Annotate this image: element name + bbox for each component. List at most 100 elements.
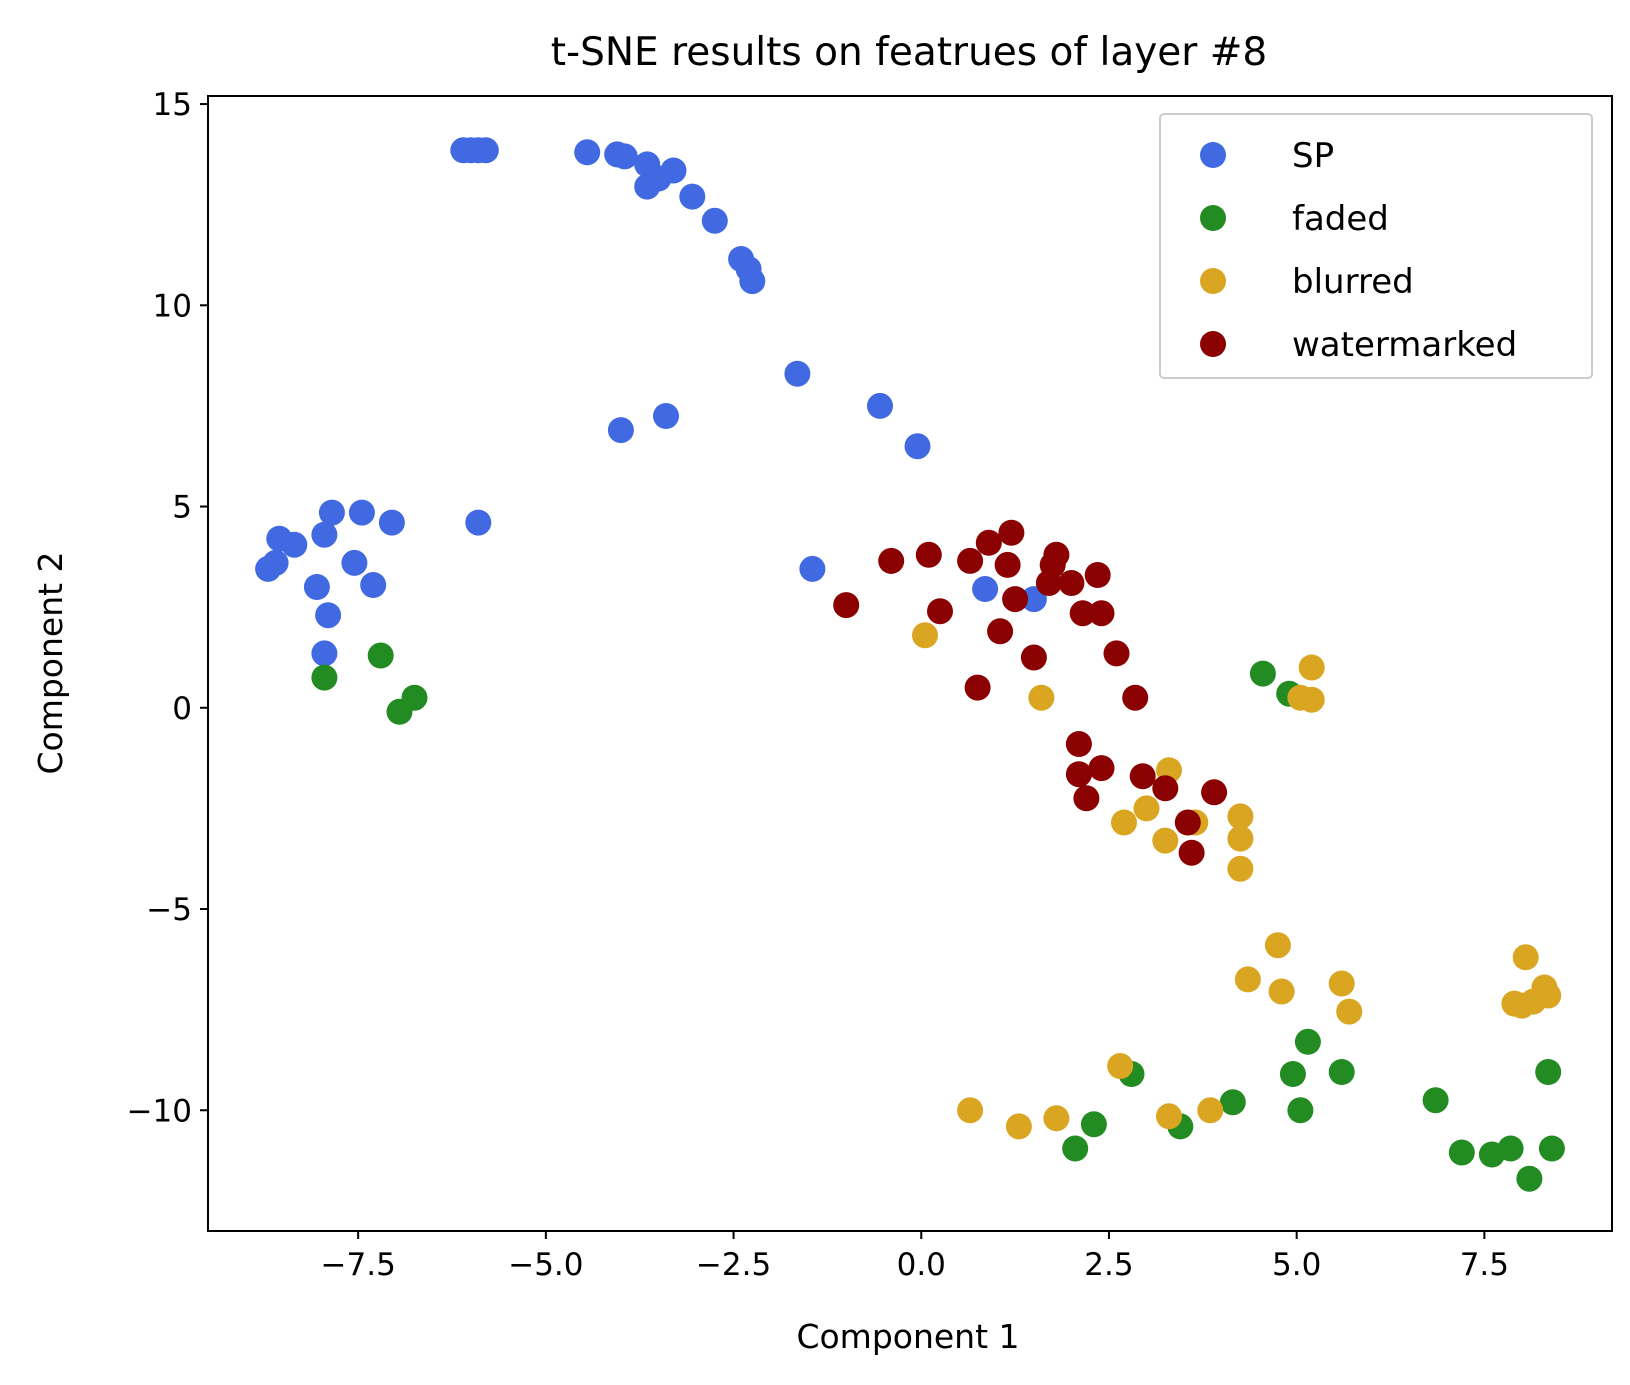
point-sp-34 bbox=[311, 640, 338, 667]
point-faded-8 bbox=[1080, 1111, 1107, 1138]
legend-label-blurred: blurred bbox=[1292, 262, 1414, 302]
legend-label-faded: faded bbox=[1292, 199, 1389, 239]
y-axis-title: Component 2 bbox=[31, 551, 70, 774]
point-sp-20 bbox=[653, 403, 679, 429]
point-blurred-8 bbox=[1111, 809, 1137, 836]
point-sp-32 bbox=[360, 572, 387, 598]
point-watermarked-25 bbox=[1129, 763, 1156, 790]
point-sp-6 bbox=[611, 143, 638, 170]
x-tick-label: 2.5 bbox=[1084, 1247, 1133, 1283]
y-tick-label: −5 bbox=[146, 892, 192, 928]
point-blurred-25 bbox=[957, 1097, 984, 1124]
legend-marker-sp bbox=[1200, 142, 1226, 168]
point-sp-27 bbox=[311, 521, 338, 548]
point-watermarked-26 bbox=[1152, 775, 1179, 802]
point-sp-26 bbox=[281, 531, 308, 558]
legend-label-watermarked: watermarked bbox=[1292, 325, 1517, 365]
point-faded-7 bbox=[1062, 1135, 1089, 1162]
point-sp-24 bbox=[318, 499, 345, 526]
point-blurred-1 bbox=[1028, 684, 1055, 711]
point-sp-30 bbox=[341, 549, 368, 576]
point-sp-12 bbox=[701, 207, 728, 234]
point-faded-15 bbox=[1422, 1087, 1449, 1114]
point-sp-15 bbox=[739, 268, 766, 295]
point-watermarked-28 bbox=[1178, 839, 1205, 866]
x-tick-label: −5.0 bbox=[508, 1247, 583, 1283]
point-watermarked-7 bbox=[994, 551, 1021, 578]
point-watermarked-0 bbox=[833, 592, 860, 619]
point-watermarked-29 bbox=[1201, 779, 1228, 806]
point-watermarked-17 bbox=[1069, 600, 1096, 627]
point-blurred-2 bbox=[1298, 654, 1325, 681]
point-faded-19 bbox=[1516, 1165, 1543, 1192]
point-sp-16 bbox=[784, 360, 811, 387]
point-blurred-9 bbox=[1152, 827, 1179, 854]
x-tick-label: 7.5 bbox=[1460, 1247, 1509, 1283]
point-watermarked-3 bbox=[927, 598, 953, 625]
point-blurred-0 bbox=[912, 622, 938, 649]
point-faded-13 bbox=[1294, 1028, 1321, 1055]
point-blurred-12 bbox=[1227, 855, 1254, 882]
point-watermarked-19 bbox=[1103, 640, 1130, 667]
x-tick-label: 0.0 bbox=[897, 1247, 946, 1283]
legend-marker-blurred bbox=[1200, 268, 1226, 294]
y-axis-ticks: 15 10 5 0 −5 −10 bbox=[127, 87, 208, 1129]
point-faded-18 bbox=[1497, 1135, 1524, 1162]
point-faded-4 bbox=[1249, 660, 1276, 687]
point-sp-10 bbox=[660, 157, 687, 184]
point-watermarked-21 bbox=[1065, 731, 1092, 757]
point-sp-18 bbox=[904, 433, 931, 460]
point-watermarked-8 bbox=[987, 618, 1014, 645]
series-sp bbox=[255, 137, 1047, 667]
point-watermarked-6 bbox=[998, 519, 1025, 546]
point-blurred-13 bbox=[1264, 932, 1291, 959]
point-sp-3 bbox=[472, 137, 499, 164]
point-watermarked-22 bbox=[1065, 761, 1092, 788]
point-faded-14 bbox=[1328, 1059, 1355, 1085]
point-faded-16 bbox=[1448, 1139, 1475, 1166]
point-blurred-4 bbox=[1298, 686, 1325, 713]
point-watermarked-27 bbox=[1174, 809, 1201, 836]
point-faded-3 bbox=[401, 684, 428, 711]
point-blurred-15 bbox=[1268, 978, 1295, 1005]
x-tick-label: 5.0 bbox=[1272, 1247, 1321, 1283]
point-blurred-16 bbox=[1328, 970, 1355, 997]
point-watermarked-18 bbox=[1088, 600, 1115, 627]
point-watermarked-24 bbox=[1073, 785, 1100, 812]
point-blurred-17 bbox=[1336, 998, 1363, 1025]
point-watermarked-10 bbox=[964, 674, 991, 701]
point-sp-21 bbox=[465, 509, 492, 536]
point-faded-12 bbox=[1287, 1097, 1314, 1124]
point-faded-1 bbox=[367, 642, 394, 669]
x-tick-label: −7.5 bbox=[321, 1247, 396, 1283]
point-faded-11 bbox=[1279, 1061, 1306, 1087]
series-blurred bbox=[912, 622, 1562, 1140]
point-watermarked-5 bbox=[975, 529, 1002, 556]
legend-marker-watermarked bbox=[1200, 331, 1226, 357]
y-tick-label: 15 bbox=[153, 87, 192, 123]
plot-frame bbox=[207, 95, 1613, 1232]
point-blurred-23 bbox=[1535, 982, 1562, 1009]
legend: SP faded blurred watermarked bbox=[1159, 113, 1593, 379]
point-faded-0 bbox=[311, 664, 338, 691]
point-sp-33 bbox=[315, 602, 342, 629]
point-sp-19 bbox=[607, 417, 634, 444]
point-watermarked-15 bbox=[1058, 570, 1085, 596]
x-axis-title: Component 1 bbox=[796, 1317, 1019, 1356]
y-tick-label: −10 bbox=[127, 1093, 192, 1129]
point-watermarked-9 bbox=[1002, 586, 1029, 613]
legend-frame bbox=[1159, 113, 1593, 379]
point-sp-35 bbox=[799, 555, 826, 582]
x-tick-label: −2.5 bbox=[696, 1247, 771, 1283]
point-sp-4 bbox=[574, 139, 601, 166]
legend-marker-faded bbox=[1200, 205, 1226, 231]
point-blurred-10 bbox=[1227, 803, 1254, 830]
point-blurred-27 bbox=[1043, 1105, 1070, 1132]
point-watermarked-4 bbox=[957, 547, 984, 574]
point-faded-20 bbox=[1535, 1059, 1562, 1085]
point-blurred-18 bbox=[1512, 944, 1539, 971]
point-blurred-14 bbox=[1234, 966, 1261, 993]
chart-title: t-SNE results on featrues of layer #8 bbox=[551, 30, 1267, 75]
point-faded-10 bbox=[1219, 1089, 1246, 1116]
